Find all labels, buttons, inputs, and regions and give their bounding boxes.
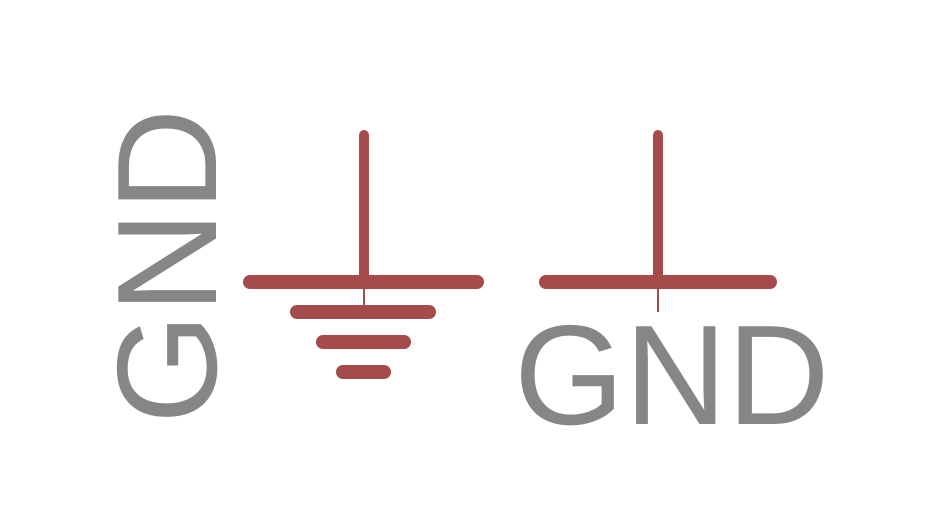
earth-ground-label: GND [88, 108, 247, 424]
signal-ground-symbol: GND [514, 130, 830, 455]
signal-ground-label: GND [514, 296, 830, 455]
earth-ground-symbol: GND [88, 108, 484, 424]
